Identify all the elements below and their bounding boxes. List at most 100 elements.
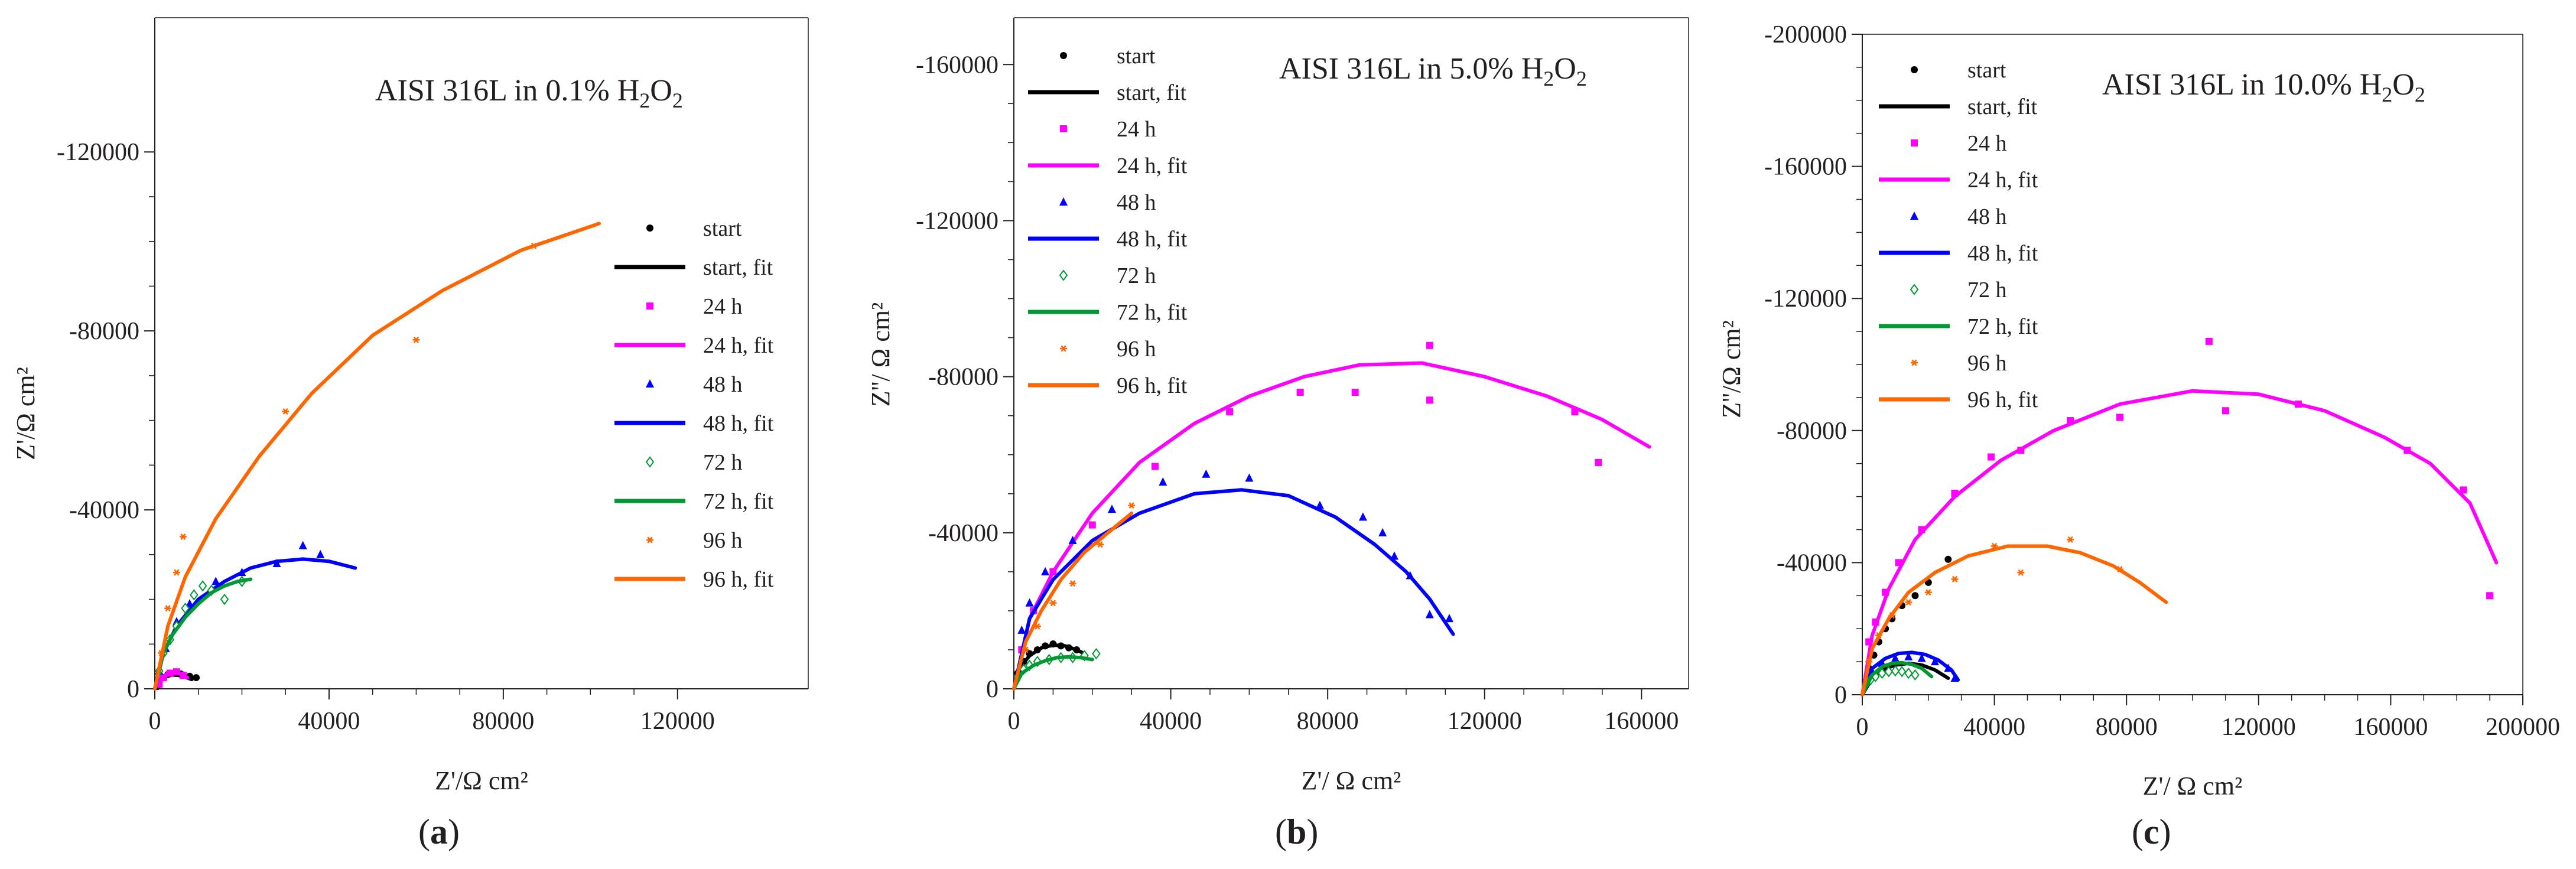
legend-item: 72 h: [645, 450, 743, 475]
data-point: [1930, 657, 1939, 666]
fit-line: [1012, 511, 1134, 691]
legend-item: 72 h, fit: [614, 489, 774, 514]
legend-item: start, fit: [1879, 95, 2038, 119]
data-point: [1068, 536, 1077, 545]
title-subscript: 2: [672, 89, 683, 112]
data-point: [2460, 486, 2467, 494]
legend-label: start, fit: [1117, 80, 1187, 105]
series-72-h-fit: [1012, 655, 1094, 691]
x-tick-label: 200000: [2486, 714, 2560, 741]
legend-marker-swatch: [1060, 52, 1067, 59]
panel-label-close-paren: ): [1306, 812, 1318, 851]
legend-label: start: [1967, 58, 2006, 83]
data-point: [1878, 667, 1887, 679]
legend-item: 96 h, fit: [1028, 373, 1188, 398]
legend-label: 72 h: [703, 450, 743, 475]
data-point: [1951, 575, 1959, 582]
series-96-h-fit: [153, 222, 601, 691]
legend-label: 48 h, fit: [1117, 227, 1188, 252]
series-96-h-fit: [1861, 544, 2168, 696]
series-96-h-fit: [1012, 511, 1134, 691]
fit-line: [1861, 650, 1960, 696]
legend-marker-swatch: [1910, 211, 1918, 220]
y-axis-title: Z''/Ω cm²: [1717, 320, 1746, 418]
fit-line: [1012, 361, 1651, 691]
data-point: [2222, 407, 2229, 415]
legend-label: 72 h: [1117, 263, 1156, 288]
fit-line: [1861, 660, 1934, 696]
data-point: [190, 589, 199, 601]
legend-item: 48 h, fit: [1879, 241, 2038, 266]
data-point: [282, 408, 290, 415]
legend-item: 72 h, fit: [1879, 314, 2038, 339]
title-subscript: 2: [1576, 67, 1587, 90]
legend-marker-swatch-center: [648, 538, 652, 542]
panel-label: (c): [2132, 812, 2171, 851]
data-point: [1152, 463, 1159, 470]
series-72-h-fit: [153, 577, 253, 691]
data-point-center: [1992, 544, 1996, 548]
data-point: [193, 674, 200, 682]
fit-line: [1861, 389, 2499, 696]
title-subscript: 2: [2382, 83, 2392, 106]
data-point-center: [174, 571, 178, 575]
legend-label: 72 h, fit: [703, 489, 774, 514]
legend-item: start, fit: [1028, 80, 1187, 105]
series-48-h: [1017, 469, 1453, 634]
y-tick-label: -120000: [57, 139, 139, 166]
legend-label: 48 h: [1967, 204, 2007, 229]
data-point-center: [1907, 600, 1911, 604]
legend-label: 48 h: [1117, 190, 1156, 215]
fit-line: [1012, 488, 1455, 691]
x-tick-label: 0: [149, 708, 161, 735]
data-point: [1924, 589, 1932, 596]
data-point: [212, 577, 220, 585]
panel-label-letter: b: [1287, 812, 1306, 851]
data-point: [1315, 500, 1324, 509]
legend-marker-swatch: [646, 379, 654, 388]
y-tick-label: -120000: [916, 207, 998, 235]
legend-item: 96 h, fit: [614, 567, 774, 592]
data-point: [1097, 541, 1104, 548]
title-text: AISI 316L in 0.1% H: [375, 74, 639, 108]
legend-label: start: [1117, 44, 1156, 69]
data-point: [164, 605, 172, 612]
title-text: AISI 316L in 5.0% H: [1279, 52, 1543, 86]
legend-label: 96 h: [1967, 351, 2007, 376]
series-72-h-fit: [1861, 660, 1934, 696]
data-point-center: [1071, 581, 1075, 585]
legend-label: 96 h: [703, 528, 743, 553]
legend-marker-swatch: [1911, 139, 1918, 147]
fit-line: [1012, 643, 1087, 691]
series-24-h-fit: [1861, 389, 2499, 696]
legend-label: 96 h, fit: [1117, 373, 1188, 398]
legend-label: 96 h, fit: [1967, 388, 2038, 412]
y-axis-title: Z''/ Ω cm²: [866, 302, 895, 407]
x-tick-label: 120000: [1448, 708, 1522, 735]
legend-label: 72 h: [1967, 278, 2007, 302]
fit-line: [153, 671, 190, 691]
data-point: [1159, 477, 1167, 486]
data-point: [1025, 598, 1034, 607]
y-tick-label: 0: [986, 676, 998, 703]
data-point-center: [1953, 577, 1957, 581]
data-point: [1891, 665, 1900, 677]
legend-label: start, fit: [703, 255, 773, 280]
y-tick-label: -80000: [69, 318, 139, 345]
legend-marker-swatch-center: [1062, 347, 1065, 350]
data-point: [173, 569, 180, 576]
legend-marker-swatch: [646, 224, 653, 232]
data-point-center: [2068, 538, 2073, 542]
chart-title: AISI 316L in 10.0% H2O2: [2102, 68, 2425, 106]
data-point-center: [1035, 624, 1039, 629]
title-text: O: [2392, 68, 2415, 102]
legend-item: 48 h: [646, 372, 743, 397]
data-point: [2486, 592, 2494, 600]
chart-panel-c: 0 40000 80000 120000 160000 200000 0 -40000 -800…: [1717, 21, 2560, 851]
legend-label: 72 h, fit: [1967, 314, 2038, 339]
legend-item: 24 h, fit: [614, 333, 774, 358]
data-point: [179, 533, 187, 541]
series-24-h-fit: [153, 671, 190, 691]
legend-marker-swatch-center: [1913, 361, 1916, 364]
